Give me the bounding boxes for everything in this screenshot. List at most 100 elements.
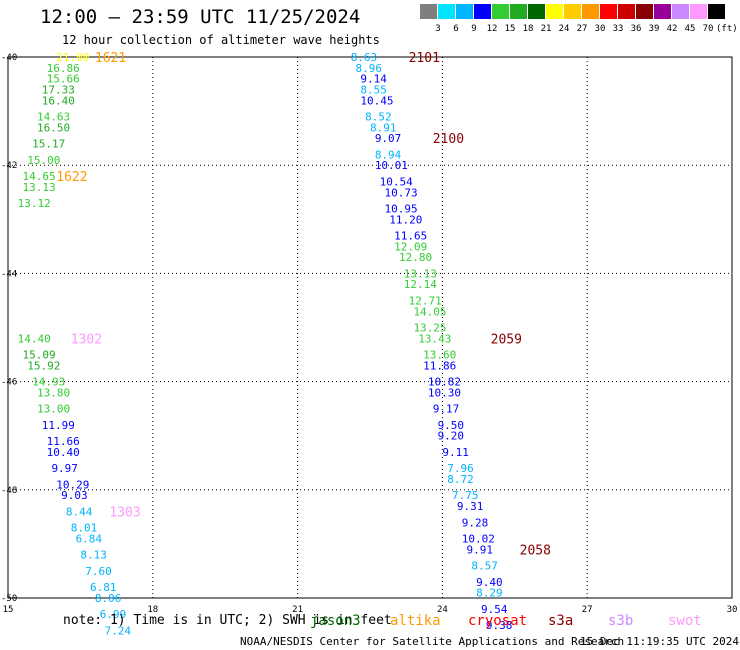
wave-height-value: 10.73 [384,186,417,199]
satellite-swot-label: swot [668,613,702,629]
wave-height-value: 21.00 [56,51,89,64]
x-tick-label: 15 [3,605,14,615]
wave-height-value: 13.13 [22,181,55,194]
wave-height-value: 12.14 [404,278,437,291]
satellite-altika-label: altika [390,613,441,629]
satellite-s3b-label: s3b [608,613,634,629]
legend-swatch [474,4,491,19]
y-tick-label: -42 [1,161,17,171]
legend-swatch [636,4,653,19]
wave-height-value: 9.07 [375,132,402,145]
y-tick-label: -46 [1,378,17,388]
legend-tick-label: 70 [702,24,714,34]
legend-swatch [420,4,437,19]
wave-height-value: 13.13 [404,267,437,280]
wave-height-value: 13.60 [423,349,456,362]
wave-height-value: 11.99 [42,419,75,432]
wave-height-value: 9.91 [467,543,494,556]
wave-height-value: 10.82 [428,376,461,389]
legend-tick-label: (ft) [716,24,738,34]
wave-height-value: 11.66 [47,435,80,448]
wave-height-value: 10.30 [428,386,461,399]
wave-height-value: 9.38 [486,619,512,632]
legend-swatch [438,4,455,19]
pass-time-label: 2100 [433,132,464,147]
legend-tick-label: 33 [612,24,624,34]
wave-height-value: 15.92 [27,359,60,372]
wave-height-value: 9.50 [438,419,465,432]
wave-height-value: 10.29 [56,478,89,491]
chart-title: 12:00 – 23:59 UTC 11/25/2024 [40,6,361,28]
legend-tick-label: 15 [504,24,516,34]
wave-height-value: 8.91 [370,121,397,134]
wave-height-value: 12.09 [394,240,427,253]
x-tick-label: 24 [437,605,448,615]
wave-height-value: 9.17 [433,403,460,416]
wave-height-value: 9.40 [476,576,503,589]
wave-height-value: 10.02 [462,532,495,545]
credit-line: NOAA/NESDIS Center for Satellite Applica… [240,635,625,648]
legend-tick-label: 36 [630,24,642,34]
plot-frame [7,56,733,599]
pass-time-label: 2101 [409,51,440,66]
wave-height-value: 13.00 [37,403,70,416]
legend-tick-label: 21 [540,24,552,34]
wave-height-value: 10.40 [47,446,80,459]
wave-height-value: 7.75 [452,489,479,502]
wave-height-value: 12.71 [409,294,442,307]
legend-tick-label: 6 [453,24,459,34]
legend-tick-label: 45 [684,24,696,34]
legend-swatch [528,4,545,19]
wave-height-value: 11.86 [423,359,456,372]
wave-height-value: 15.66 [47,73,80,86]
legend-swatch [690,4,707,19]
wave-height-value: 17.33 [42,83,75,96]
legend-swatch [600,4,617,19]
legend-swatch [510,4,527,19]
legend-swatch [618,4,635,19]
wave-height-value: 13.25 [413,322,446,335]
pass-time-label: 2058 [520,543,551,558]
wave-height-value: 14.65 [22,170,55,183]
legend-swatch [456,4,473,19]
legend-swatch [654,4,671,19]
x-tick-label: 21 [292,605,303,615]
wave-height-value: 9.28 [462,516,489,529]
legend-tick-label: 9 [471,24,477,34]
wave-height-value: 6.81 [90,581,117,594]
legend-swatch [582,4,599,19]
wave-height-value: 7.24 [105,624,132,637]
legend-tick-label: 18 [522,24,534,34]
y-tick-label: -40 [1,53,17,63]
y-tick-label: -48 [1,486,17,496]
wave-height-value: 13.80 [37,386,70,399]
wave-height-value: 13.43 [418,332,451,345]
wave-height-value: 6.84 [76,532,103,545]
wave-height-value: 8.72 [447,473,474,486]
wave-height-value: 7.96 [447,462,474,475]
y-tick-label: -44 [1,269,17,279]
wave-height-value: 14.40 [18,332,51,345]
wave-height-value: 9.14 [360,73,387,86]
wave-height-value: 8.29 [476,587,503,600]
wave-height-value: 8.94 [375,148,402,161]
legend-swatch [492,4,509,19]
wave-height-value: 14.05 [413,305,446,318]
wave-height-value: 7.60 [85,565,112,578]
legend-tick-label: 39 [648,24,660,34]
wave-height-value: 8.13 [80,549,107,562]
wave-height-value: 8.44 [66,505,93,518]
wave-height-value: 8.06 [95,592,122,605]
wave-height-value: 10.01 [375,159,408,172]
chart-subtitle: 12 hour collection of altimeter wave hei… [62,33,380,47]
wave-height-value: 10.45 [360,94,393,107]
legend-swatch [672,4,689,19]
generated-timestamp: 15 Dec 11:19:35 UTC 2024 [580,635,739,648]
legend-tick-label: 27 [576,24,588,34]
y-tick-label: -50 [1,594,17,604]
wave-height-value: 9.97 [51,462,78,475]
wave-height-value: 15.09 [22,349,55,362]
legend-swatch [564,4,581,19]
wave-height-value: 16.40 [42,94,75,107]
